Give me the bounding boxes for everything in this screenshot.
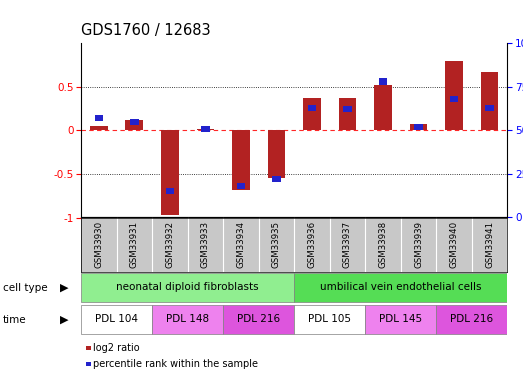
Text: GSM33934: GSM33934 bbox=[236, 221, 245, 268]
Bar bbox=[152, 305, 223, 334]
Bar bbox=[365, 305, 436, 334]
Bar bbox=[410, 124, 427, 130]
Text: GSM33932: GSM33932 bbox=[165, 221, 174, 268]
Bar bbox=[436, 305, 507, 334]
Bar bbox=[232, 130, 250, 190]
Text: PDL 104: PDL 104 bbox=[95, 314, 138, 324]
Text: GSM33941: GSM33941 bbox=[485, 221, 494, 268]
Bar bbox=[450, 96, 458, 102]
Text: GDS1760 / 12683: GDS1760 / 12683 bbox=[81, 22, 211, 38]
Text: PDL 216: PDL 216 bbox=[450, 314, 493, 324]
Bar bbox=[485, 105, 494, 111]
Text: GSM33938: GSM33938 bbox=[379, 221, 388, 268]
Bar bbox=[303, 98, 321, 130]
Bar bbox=[81, 273, 294, 302]
Text: PDL 145: PDL 145 bbox=[379, 314, 422, 324]
Bar bbox=[130, 118, 139, 124]
Bar bbox=[268, 130, 286, 178]
Bar bbox=[294, 305, 365, 334]
Bar bbox=[272, 176, 281, 182]
Bar bbox=[161, 130, 179, 215]
Text: GSM33937: GSM33937 bbox=[343, 221, 352, 268]
Text: GSM33935: GSM33935 bbox=[272, 221, 281, 268]
Bar bbox=[126, 120, 143, 130]
Text: neonatal diploid fibroblasts: neonatal diploid fibroblasts bbox=[116, 282, 259, 292]
Text: log2 ratio: log2 ratio bbox=[93, 343, 139, 353]
Bar bbox=[95, 115, 103, 121]
Bar bbox=[223, 305, 294, 334]
Text: time: time bbox=[3, 315, 26, 325]
Text: cell type: cell type bbox=[3, 283, 47, 293]
Bar bbox=[379, 78, 387, 84]
Bar bbox=[374, 85, 392, 130]
Text: GSM33936: GSM33936 bbox=[308, 221, 316, 268]
Text: GSM33940: GSM33940 bbox=[450, 221, 459, 268]
Text: GSM33931: GSM33931 bbox=[130, 221, 139, 268]
Bar bbox=[343, 106, 352, 112]
Text: ▶: ▶ bbox=[60, 315, 69, 325]
Bar bbox=[308, 105, 316, 111]
Text: umbilical vein endothelial cells: umbilical vein endothelial cells bbox=[320, 282, 482, 292]
Bar bbox=[197, 129, 214, 130]
Bar bbox=[414, 124, 423, 130]
Bar bbox=[445, 60, 463, 130]
Bar bbox=[201, 126, 210, 132]
Bar bbox=[90, 126, 108, 130]
Text: GSM33933: GSM33933 bbox=[201, 221, 210, 268]
Bar bbox=[481, 72, 498, 130]
Text: PDL 216: PDL 216 bbox=[237, 314, 280, 324]
Text: percentile rank within the sample: percentile rank within the sample bbox=[93, 359, 257, 369]
Text: ▶: ▶ bbox=[60, 283, 69, 293]
Text: PDL 148: PDL 148 bbox=[166, 314, 209, 324]
Text: GSM33939: GSM33939 bbox=[414, 221, 423, 268]
Bar bbox=[81, 305, 152, 334]
Bar bbox=[338, 98, 356, 130]
Text: PDL 105: PDL 105 bbox=[308, 314, 351, 324]
Bar bbox=[294, 273, 507, 302]
Text: GSM33930: GSM33930 bbox=[94, 221, 104, 268]
Bar bbox=[236, 183, 245, 189]
Bar bbox=[166, 188, 174, 194]
